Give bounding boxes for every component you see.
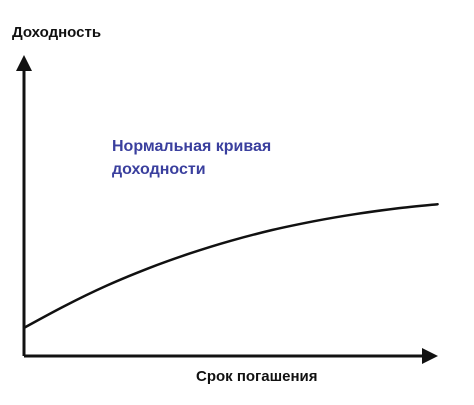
axes-layer (16, 55, 438, 364)
x-axis-arrowhead (422, 348, 438, 364)
y-axis-arrowhead (16, 55, 32, 71)
annotation-line-1: Нормальная кривая (112, 138, 272, 155)
annotation-line-2: доходности (112, 161, 206, 178)
curve-annotation: Нормальная кривая доходности (112, 135, 271, 181)
yield-curve-line (22, 202, 439, 330)
y-axis-label: Доходность (12, 24, 102, 41)
x-axis-label: Срок погашения (196, 368, 318, 385)
series-layer (22, 202, 439, 330)
